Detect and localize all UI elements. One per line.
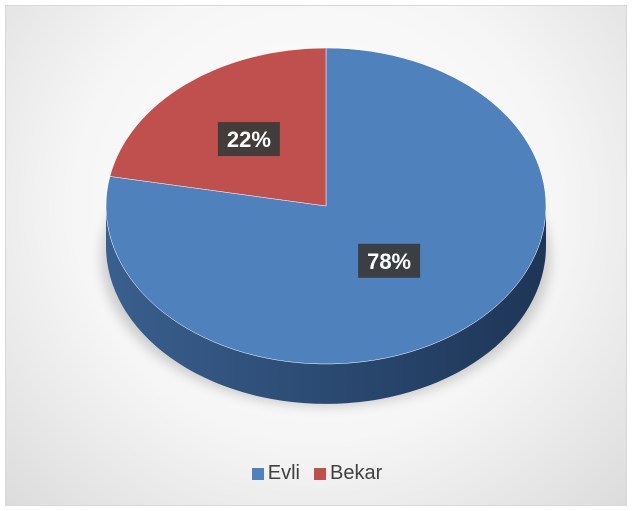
data-label-evli: 78% bbox=[358, 243, 421, 278]
data-label-box bbox=[358, 243, 421, 278]
legend-item-bekar: Bekar bbox=[313, 462, 383, 485]
data-label-text: 78% bbox=[367, 249, 411, 274]
data-label-bekar: 22% bbox=[217, 122, 280, 157]
chart-area: 78% 22% Evli Bekar bbox=[5, 5, 627, 506]
legend-label-bekar: Bekar bbox=[329, 462, 383, 484]
legend-item-evli: Evli bbox=[251, 462, 300, 485]
legend: Evli Bekar bbox=[6, 462, 628, 485]
data-label-box bbox=[217, 122, 280, 157]
legend-swatch-evli bbox=[251, 467, 264, 480]
data-label-text: 22% bbox=[227, 127, 271, 152]
legend-label-evli: Evli bbox=[267, 462, 300, 484]
pie-side-wall bbox=[106, 206, 546, 404]
pie-chart: 78% 22% bbox=[102, 47, 550, 406]
legend-swatch-bekar bbox=[313, 467, 326, 480]
